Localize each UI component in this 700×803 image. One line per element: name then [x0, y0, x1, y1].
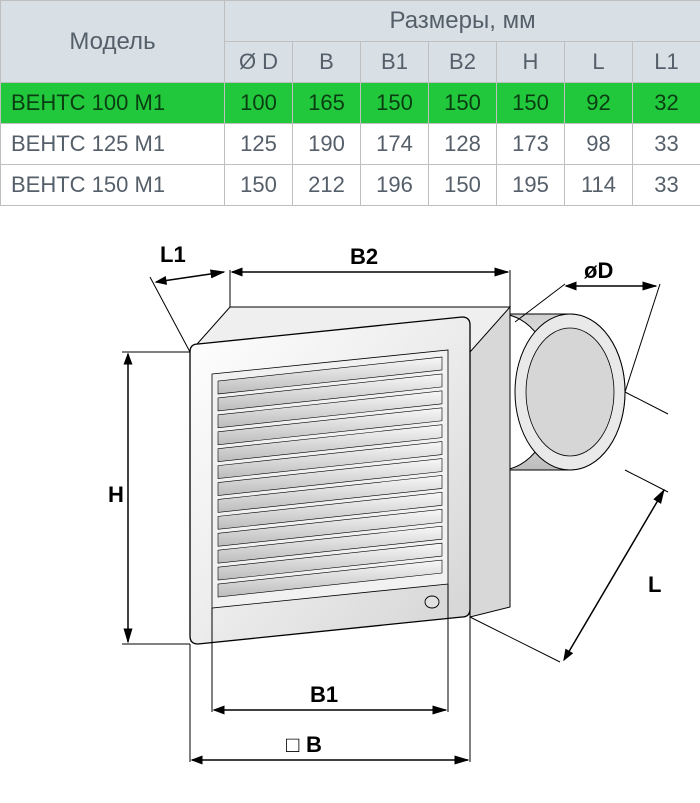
col-header-dim: B1: [361, 42, 429, 83]
col-header-dim: B: [293, 42, 361, 83]
value-cell: 150: [225, 165, 293, 206]
col-header-dimensions: Размеры, мм: [225, 1, 700, 42]
label-bsq: □: [286, 732, 299, 757]
table-head: Модель Размеры, мм Ø DBB1B2HLL1: [1, 1, 700, 83]
value-cell: 100: [225, 83, 293, 124]
value-cell: 150: [429, 165, 497, 206]
label-b1: B1: [310, 682, 338, 707]
table-row: ВЕНТС 150 М115021219615019511433: [1, 165, 700, 206]
value-cell: 33: [633, 124, 700, 165]
page-root: Модель Размеры, мм Ø DBB1B2HLL1 ВЕНТС 10…: [0, 0, 700, 803]
value-cell: 33: [633, 165, 700, 206]
col-header-dim: Ø D: [225, 42, 293, 83]
table-body: ВЕНТС 100 М11001651501501509232ВЕНТС 125…: [1, 83, 700, 206]
technical-diagram: L1 B2 øD H L B1 □ B: [0, 222, 700, 803]
value-cell: 174: [361, 124, 429, 165]
model-cell: ВЕНТС 125 М1: [1, 124, 225, 165]
panel-side-face: [470, 307, 510, 617]
model-cell: ВЕНТС 150 М1: [1, 165, 225, 206]
value-cell: 195: [497, 165, 565, 206]
value-cell: 114: [565, 165, 633, 206]
value-cell: 190: [293, 124, 361, 165]
value-cell: 196: [361, 165, 429, 206]
dimensions-table: Модель Размеры, мм Ø DBB1B2HLL1 ВЕНТС 10…: [0, 0, 700, 206]
value-cell: 150: [429, 83, 497, 124]
value-cell: 173: [497, 124, 565, 165]
label-b2: B2: [350, 244, 378, 269]
value-cell: 150: [361, 83, 429, 124]
value-cell: 32: [633, 83, 700, 124]
label-b: B: [306, 732, 322, 757]
label-l1: L1: [160, 242, 186, 267]
label-l: L: [648, 572, 661, 597]
label-d: øD: [584, 258, 613, 283]
col-header-dim: L1: [633, 42, 700, 83]
panel-button: [425, 596, 439, 608]
col-header-dim: L: [565, 42, 633, 83]
col-header-model: Модель: [1, 1, 225, 83]
table-row: ВЕНТС 100 М11001651501501509232: [1, 83, 700, 124]
value-cell: 98: [565, 124, 633, 165]
value-cell: 150: [497, 83, 565, 124]
value-cell: 125: [225, 124, 293, 165]
value-cell: 165: [293, 83, 361, 124]
label-h: H: [108, 482, 124, 507]
front-panel: [190, 317, 470, 644]
value-cell: 212: [293, 165, 361, 206]
col-header-dim: H: [497, 42, 565, 83]
value-cell: 128: [429, 124, 497, 165]
model-cell: ВЕНТС 100 М1: [1, 83, 225, 124]
table-row: ВЕНТС 125 М11251901741281739833: [1, 124, 700, 165]
value-cell: 92: [565, 83, 633, 124]
col-header-dim: B2: [429, 42, 497, 83]
duct-cylinder: [500, 314, 625, 470]
